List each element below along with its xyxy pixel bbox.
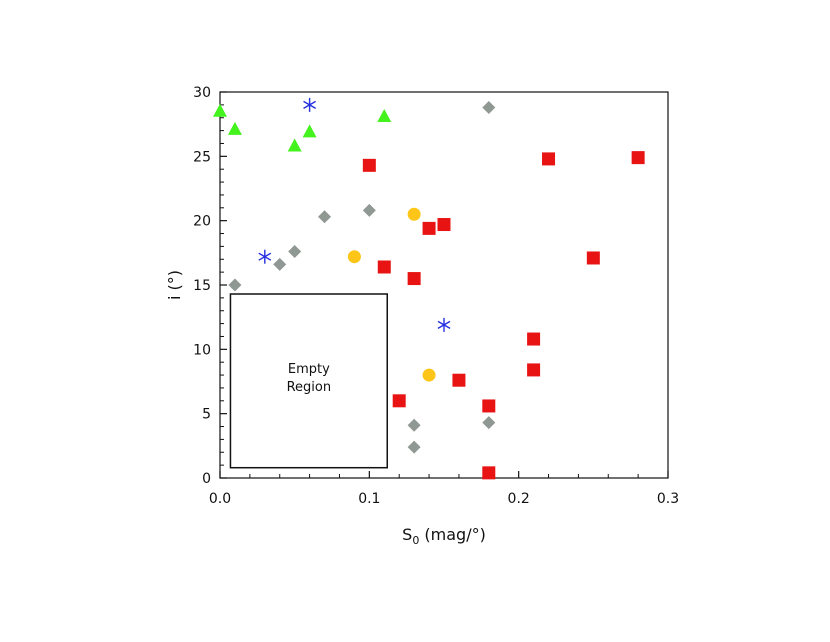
empty-region-label: Region: [287, 380, 332, 395]
point-diamond: [288, 245, 302, 259]
point-square: [586, 251, 600, 265]
point-square: [437, 218, 451, 232]
asterisk-stroke: [303, 100, 317, 109]
point-square: [542, 152, 556, 166]
point-diamond: [318, 210, 332, 224]
point-square: [631, 151, 645, 165]
x-axis-label-main: S: [402, 525, 412, 544]
point-triangle: [287, 138, 302, 152]
x-axis-label-unit: (mag/°): [419, 525, 486, 544]
x-tick-label: 0.1: [358, 491, 380, 507]
point-square: [527, 332, 541, 346]
point-circle: [422, 368, 436, 382]
point-circle: [347, 250, 361, 264]
y-tick-label: 15: [193, 278, 211, 294]
point-triangle: [377, 108, 392, 122]
x-axis-label: S0 (mag/°): [402, 525, 486, 547]
y-tick-label: 30: [193, 85, 211, 101]
empty-region-label: Empty: [288, 362, 330, 377]
point-triangle: [227, 121, 242, 135]
point-diamond: [273, 257, 287, 271]
empty-region: Empty Region: [229, 293, 389, 469]
point-diamond: [407, 418, 421, 432]
y-tick-label: 20: [193, 214, 211, 230]
point-asterisk: [303, 97, 317, 112]
point-triangle: [302, 124, 317, 138]
point-triangle: [213, 103, 227, 117]
point-square: [362, 158, 376, 172]
y-tick-label: 10: [193, 342, 211, 358]
point-asterisk: [437, 317, 451, 332]
point-circle: [407, 207, 421, 221]
x-tick-label: 0.3: [657, 491, 679, 507]
data-marks: [213, 97, 645, 480]
point-diamond: [228, 278, 242, 292]
point-diamond: [407, 440, 421, 454]
point-diamond: [482, 416, 496, 430]
empty-region-box: [229, 293, 389, 469]
axes: 0.0 0.1 0.2 0.3 0 5 10 15 20 25 30: [193, 85, 679, 507]
x-axis-label-subscript: 0: [412, 534, 419, 547]
point-square: [482, 466, 496, 480]
point-square: [392, 394, 406, 408]
point-square: [527, 363, 541, 377]
point-square: [377, 260, 391, 274]
point-diamond: [362, 203, 376, 217]
y-tick-label: 5: [202, 407, 211, 423]
x-tick-label: 0.2: [508, 491, 530, 507]
y-tick-label: 0: [202, 471, 211, 487]
point-square: [407, 272, 421, 286]
point-asterisk: [258, 249, 272, 264]
point-square: [452, 373, 466, 387]
asterisk-stroke: [258, 252, 272, 261]
point-square: [482, 399, 496, 413]
x-tick-label: 0.0: [209, 491, 231, 507]
point-diamond: [482, 100, 496, 114]
point-square: [422, 221, 436, 235]
y-axis-label: i (°): [165, 270, 184, 300]
y-tick-label: 25: [193, 149, 211, 165]
asterisk-stroke: [437, 320, 451, 329]
